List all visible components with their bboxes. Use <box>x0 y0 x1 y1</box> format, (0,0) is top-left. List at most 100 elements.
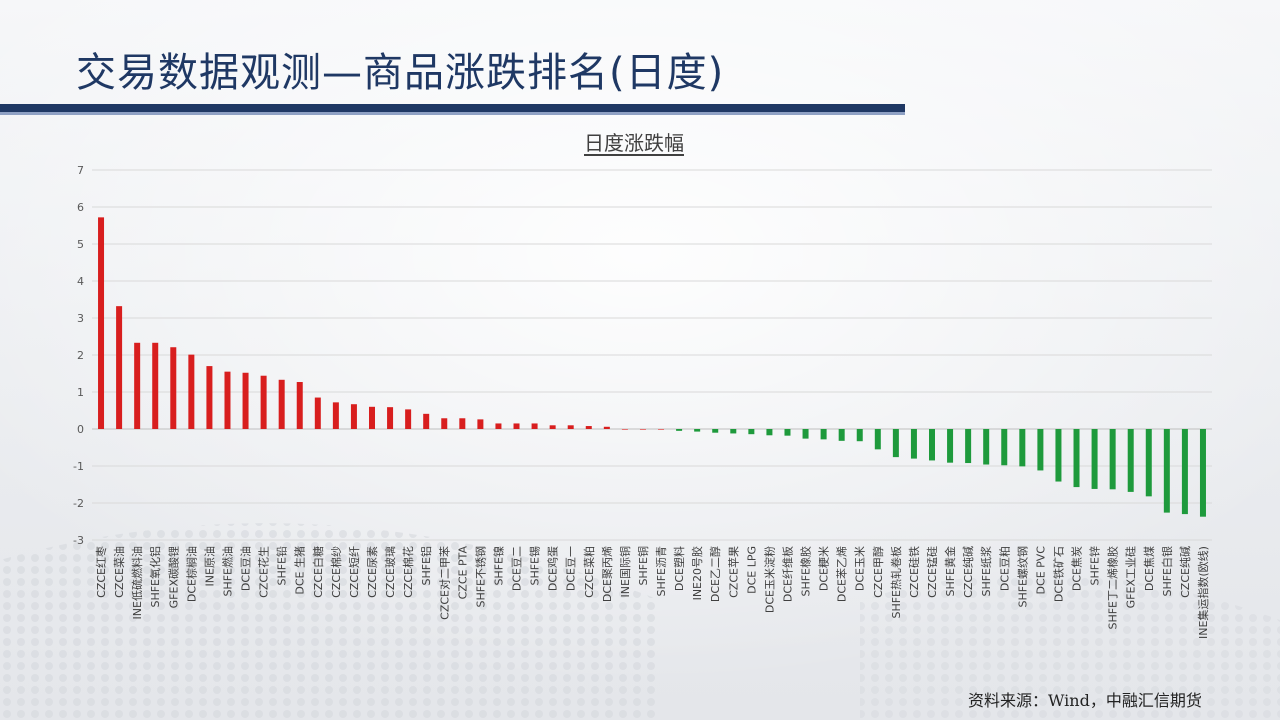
bar <box>423 413 430 429</box>
x-tick-label: INE20号胶 <box>690 546 704 600</box>
y-tick-label: -2 <box>73 497 84 510</box>
x-tick-label: CZCE玻璃 <box>383 546 397 598</box>
bar <box>820 429 827 440</box>
x-tick-label: SHFE橡胶 <box>799 546 813 597</box>
bar <box>748 429 755 435</box>
x-tick-label: DCE豆一 <box>565 546 578 591</box>
bar <box>965 429 972 464</box>
x-tick-label: SHFE氧化铝 <box>148 546 162 608</box>
x-tick-label: SHFE丁二烯橡胶 <box>1106 546 1120 630</box>
bar <box>477 419 484 429</box>
bar <box>784 429 791 436</box>
x-tick-label: DCE苯乙烯 <box>835 546 849 602</box>
bar <box>1073 429 1080 488</box>
y-tick-label: 4 <box>77 275 84 288</box>
x-tick-label: SHFE黄金 <box>943 546 957 597</box>
x-tick-label: DCE粳米 <box>817 546 831 591</box>
bar <box>983 429 990 465</box>
x-tick-label: SHFE镍 <box>491 546 505 586</box>
bar <box>621 429 628 430</box>
x-tick-label: CZCE甲醇 <box>871 546 885 598</box>
header-stripe <box>0 112 905 115</box>
x-tick-label: CZCE纯碱 <box>1179 546 1192 598</box>
bar <box>1037 429 1044 471</box>
bar <box>639 429 646 430</box>
chart-title: 日度涨跌幅 <box>584 131 684 155</box>
bar <box>459 418 466 429</box>
x-tick-label: SHFE锌 <box>1088 546 1102 586</box>
bar <box>188 354 195 429</box>
bar <box>350 404 357 429</box>
bar <box>658 429 665 430</box>
y-tick-label: 2 <box>77 349 84 362</box>
x-tick-label: SHFE热轧卷板 <box>889 546 903 619</box>
bar <box>314 397 321 429</box>
x-tick-label: DCE聚丙烯 <box>601 546 614 602</box>
bar <box>206 366 213 429</box>
x-tick-label: INE原油 <box>202 546 216 586</box>
x-tick-label: DCE 生猪 <box>293 546 307 595</box>
bar <box>603 426 610 429</box>
x-tick-label: DCE纤维板 <box>780 546 794 602</box>
y-tick-label: 3 <box>77 312 84 325</box>
x-tick-label: CZCE白糖 <box>311 546 325 598</box>
bar <box>1055 429 1062 482</box>
bar <box>929 429 935 461</box>
bar <box>513 423 520 429</box>
bar <box>405 409 412 429</box>
x-tick-label: INE集运指数(欧线) <box>1196 546 1210 639</box>
bar <box>116 306 123 429</box>
x-tick-label: INE低硫燃料油 <box>130 546 144 619</box>
header-bar <box>0 104 905 112</box>
x-tick-label: INE国际铜 <box>618 546 632 597</box>
bar <box>892 429 899 458</box>
x-tick-label: DCE棕榈油 <box>184 546 198 602</box>
bar <box>910 429 917 459</box>
y-tick-label: 0 <box>77 423 84 436</box>
bar <box>874 429 881 450</box>
x-tick-label: SHFE白银 <box>1160 546 1174 597</box>
y-tick-label: 6 <box>77 201 84 214</box>
bar <box>549 425 556 429</box>
x-tick-label: CZCE对二甲苯 <box>437 546 451 620</box>
y-tick-label: 7 <box>77 164 84 177</box>
x-tick-label: DCE LPG <box>745 546 758 594</box>
x-tick-label: SHFE纸浆 <box>979 546 993 597</box>
bar <box>676 429 683 431</box>
x-tick-label: SHFE铝 <box>419 546 433 586</box>
y-tick-label: -1 <box>73 460 84 473</box>
y-tick-label: 5 <box>77 238 84 251</box>
bar <box>567 425 574 429</box>
bar <box>694 429 701 432</box>
x-tick-label: SHFE燃油 <box>220 546 234 597</box>
bar <box>242 372 249 429</box>
x-tick-label: SHFE锡 <box>528 546 542 586</box>
bar <box>947 429 954 463</box>
x-tick-label: CZCE苹果 <box>726 546 740 598</box>
bar <box>296 382 303 429</box>
x-tick-label: CZCE棉花 <box>401 546 415 598</box>
bar <box>1199 429 1206 517</box>
x-tick-label: CZCE锰硅 <box>925 546 939 598</box>
bar <box>224 371 231 429</box>
bar <box>802 429 809 439</box>
x-tick-label: DCE焦煤 <box>1143 546 1156 591</box>
bar <box>1127 429 1134 492</box>
x-tick-label: DCE铁矿石 <box>1052 546 1065 602</box>
x-tick-label: DCE塑料 <box>672 546 686 591</box>
bar <box>1163 429 1170 513</box>
bar <box>1109 429 1116 490</box>
x-tick-label: SHFE沥青 <box>655 546 668 597</box>
x-tick-label: DCE玉米淀粉 <box>762 546 776 613</box>
x-tick-label: CZCE菜油 <box>112 546 126 598</box>
x-tick-label: CZCE红枣 <box>95 546 108 598</box>
x-tick-label: CZCE棉纱 <box>329 546 343 598</box>
x-tick-label: CZCE花生 <box>257 546 271 598</box>
bar <box>712 429 719 433</box>
x-tick-label: SHFE不锈钢 <box>474 546 487 608</box>
bar <box>387 407 394 429</box>
bar <box>278 379 285 429</box>
x-tick-label: DCE豆油 <box>239 546 253 591</box>
x-tick-label: CZCE硅铁 <box>908 546 921 598</box>
